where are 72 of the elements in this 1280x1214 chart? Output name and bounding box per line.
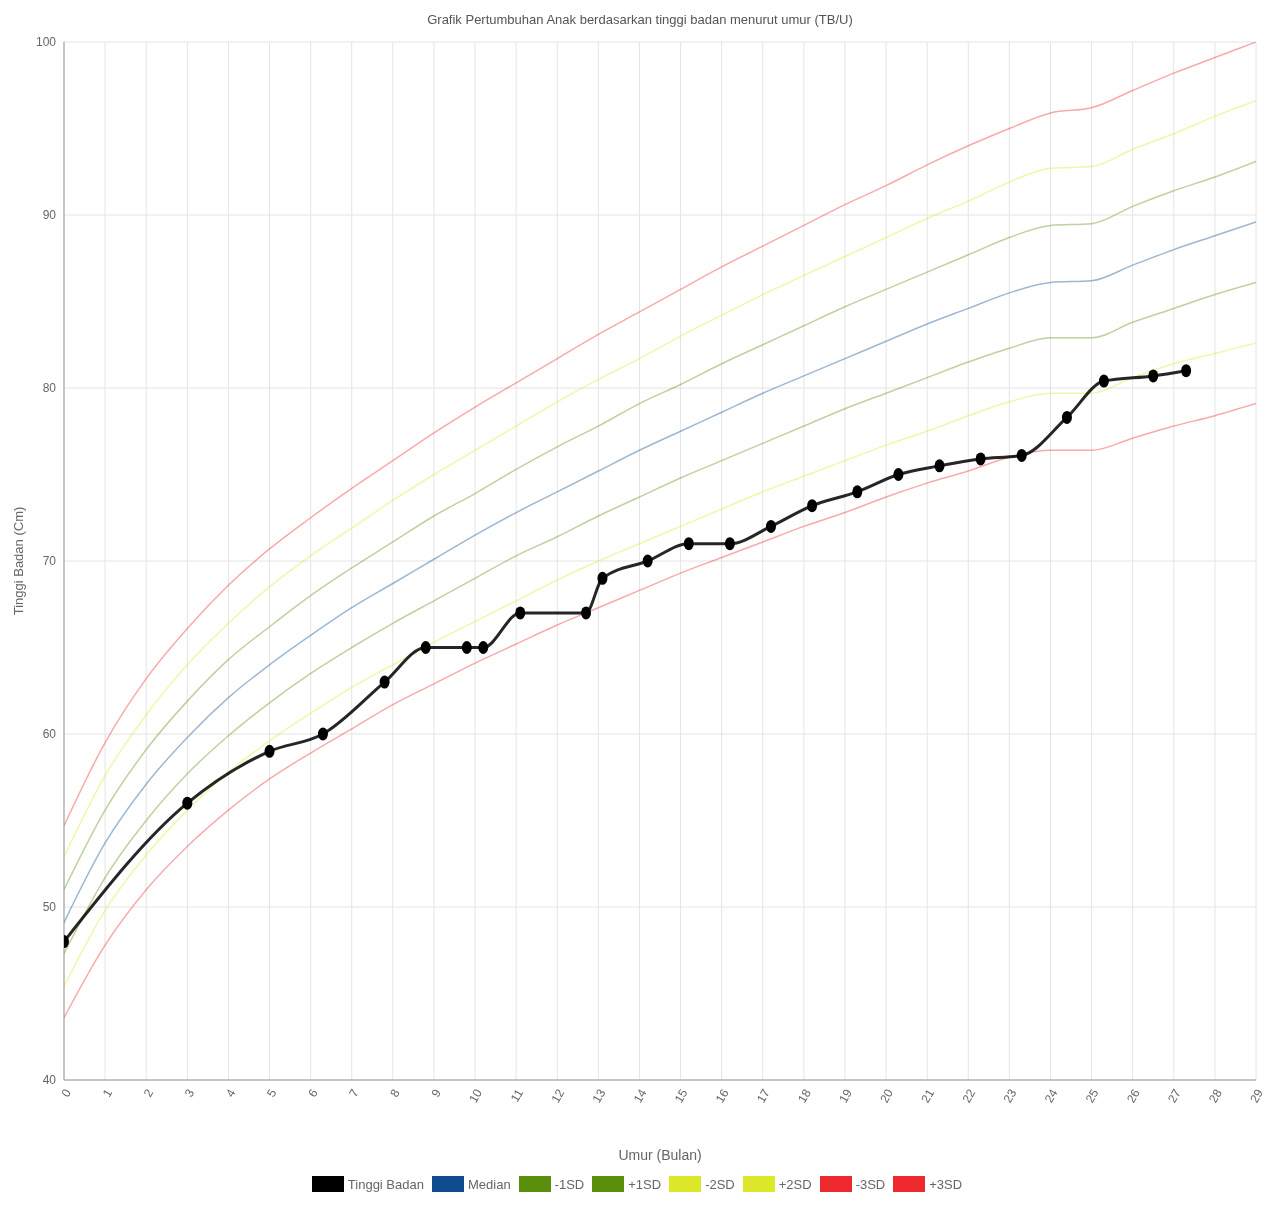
point bbox=[478, 641, 489, 654]
point bbox=[379, 675, 390, 689]
point bbox=[1016, 448, 1027, 462]
legend-label: -2SD bbox=[704, 1176, 735, 1192]
point bbox=[683, 537, 694, 551]
point bbox=[264, 744, 275, 758]
point bbox=[1181, 364, 1192, 378]
legend-label: +1SD bbox=[627, 1176, 662, 1192]
legend-label: Median bbox=[466, 1176, 511, 1192]
x-tick-label: 13 bbox=[589, 1086, 609, 1106]
x-tick-label: 18 bbox=[795, 1086, 814, 1106]
legend-label: +2SD bbox=[777, 1176, 812, 1192]
x-tick-label: 25 bbox=[1082, 1086, 1102, 1106]
chart-title: Grafik Pertumbuhan Anak berdasarkan tinggi badan menurut umur (TB/U) bbox=[426, 11, 854, 29]
x-tick-label: 23 bbox=[1000, 1086, 1020, 1106]
x-tick-label: 26 bbox=[1123, 1086, 1143, 1106]
legend-label: +3SD bbox=[928, 1176, 963, 1192]
point bbox=[724, 537, 735, 551]
y-tick-label: 100 bbox=[35, 35, 57, 50]
x-tick-label: 19 bbox=[836, 1086, 856, 1106]
x-tick-label: 22 bbox=[959, 1086, 979, 1106]
point bbox=[581, 606, 592, 620]
x-tick-label: 6 bbox=[305, 1086, 321, 1100]
y-axis-title: Tinggi Badan (Cm) bbox=[10, 506, 26, 616]
point bbox=[461, 641, 472, 654]
y-tick-label: 70 bbox=[42, 554, 57, 569]
point bbox=[182, 796, 193, 810]
x-tick-label: 10 bbox=[466, 1086, 486, 1106]
point bbox=[642, 554, 653, 568]
y-tick-label: 40 bbox=[42, 1073, 57, 1088]
x-tick-label: 24 bbox=[1041, 1086, 1061, 1106]
x-tick-label: 1 bbox=[99, 1086, 116, 1100]
point bbox=[975, 452, 986, 466]
x-tick-label: 21 bbox=[918, 1086, 938, 1106]
x-tick-label: 14 bbox=[630, 1086, 650, 1106]
x-tick-label: 0 bbox=[58, 1086, 75, 1100]
y-tick-label: 50 bbox=[42, 900, 57, 915]
point bbox=[515, 606, 526, 620]
point bbox=[893, 468, 904, 481]
y-tick-label: 60 bbox=[42, 727, 57, 742]
x-tick-label: 28 bbox=[1206, 1086, 1226, 1106]
y-tick-label: 80 bbox=[42, 381, 57, 396]
x-tick-label: 3 bbox=[181, 1086, 198, 1100]
point bbox=[420, 641, 431, 654]
x-tick-label: 12 bbox=[548, 1086, 568, 1106]
x-tick-label: 4 bbox=[222, 1086, 239, 1100]
x-tick-label: 20 bbox=[877, 1086, 897, 1106]
point bbox=[934, 459, 945, 473]
point bbox=[317, 727, 328, 741]
point bbox=[1061, 410, 1072, 424]
legend-label: Tinggi Badan bbox=[346, 1176, 424, 1192]
point bbox=[597, 571, 608, 585]
legend-label: -3SD bbox=[854, 1176, 886, 1192]
x-tick-label: 5 bbox=[264, 1086, 280, 1100]
x-tick-label: 29 bbox=[1247, 1086, 1267, 1106]
y-tick-label: 90 bbox=[42, 208, 57, 223]
x-axis-title: Umur (Bulan) bbox=[618, 1147, 702, 1163]
x-tick-label: 15 bbox=[671, 1086, 691, 1106]
x-tick-label: 9 bbox=[428, 1086, 445, 1100]
x-tick-label: 27 bbox=[1164, 1086, 1184, 1106]
x-tick-label: 11 bbox=[507, 1086, 527, 1105]
legend-label: -1SD bbox=[553, 1176, 585, 1192]
point bbox=[1148, 369, 1159, 383]
x-tick-label: 2 bbox=[140, 1086, 157, 1100]
point bbox=[765, 519, 776, 533]
x-tick-label: 7 bbox=[346, 1086, 362, 1100]
point bbox=[852, 485, 863, 499]
point bbox=[1098, 374, 1109, 388]
x-tick-label: 8 bbox=[387, 1086, 403, 1100]
x-tick-label: 17 bbox=[753, 1086, 773, 1106]
x-tick-label: 16 bbox=[712, 1086, 732, 1106]
point bbox=[807, 499, 818, 513]
